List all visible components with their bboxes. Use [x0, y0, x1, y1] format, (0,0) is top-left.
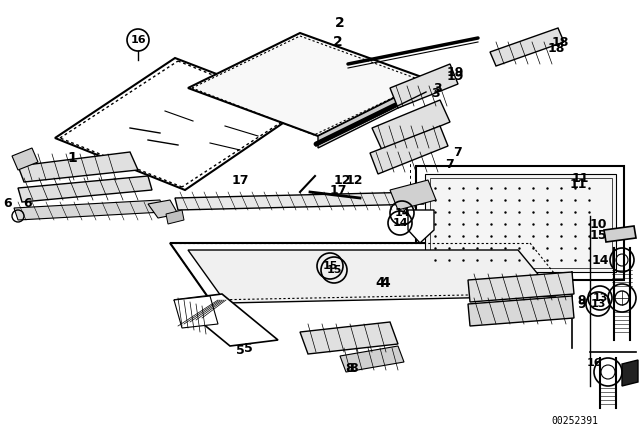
- Text: 13: 13: [592, 293, 608, 303]
- Text: 15: 15: [589, 228, 607, 241]
- Text: 6: 6: [4, 197, 12, 210]
- Text: 7: 7: [445, 158, 454, 171]
- Text: 5: 5: [244, 341, 252, 354]
- Polygon shape: [340, 346, 404, 372]
- Polygon shape: [390, 64, 458, 108]
- Text: 4: 4: [380, 276, 390, 290]
- Text: 17: 17: [231, 173, 249, 186]
- Polygon shape: [300, 322, 398, 354]
- Text: 16: 16: [586, 358, 602, 368]
- Text: 4: 4: [375, 276, 385, 290]
- Text: 17: 17: [329, 184, 347, 197]
- Text: 00252391: 00252391: [552, 416, 598, 426]
- Text: 7: 7: [454, 146, 462, 159]
- Text: 14: 14: [392, 218, 408, 228]
- Text: 10: 10: [589, 217, 607, 231]
- Polygon shape: [170, 243, 570, 300]
- Text: 6: 6: [24, 197, 32, 210]
- Text: 3: 3: [431, 86, 439, 99]
- Text: 12: 12: [345, 173, 363, 186]
- Polygon shape: [390, 180, 436, 210]
- Text: 3: 3: [434, 82, 442, 95]
- Polygon shape: [18, 152, 138, 182]
- Text: 18: 18: [547, 42, 564, 55]
- Polygon shape: [175, 192, 424, 210]
- Polygon shape: [622, 360, 638, 386]
- Polygon shape: [166, 210, 184, 224]
- Polygon shape: [604, 226, 636, 242]
- Text: 8: 8: [349, 362, 358, 375]
- Polygon shape: [12, 148, 38, 170]
- Text: 14: 14: [394, 208, 410, 218]
- Text: 19: 19: [446, 69, 464, 82]
- Polygon shape: [188, 250, 556, 303]
- Polygon shape: [188, 33, 430, 136]
- Polygon shape: [468, 272, 574, 302]
- Text: 18: 18: [551, 35, 569, 48]
- Text: 8: 8: [346, 362, 355, 375]
- Text: 19: 19: [446, 65, 464, 78]
- Polygon shape: [370, 126, 448, 174]
- Text: 1: 1: [67, 151, 77, 165]
- Polygon shape: [430, 178, 612, 268]
- Text: 5: 5: [236, 344, 244, 357]
- Text: 12: 12: [333, 173, 351, 186]
- Polygon shape: [372, 100, 450, 150]
- Polygon shape: [425, 174, 616, 272]
- Polygon shape: [408, 210, 434, 243]
- Text: 15: 15: [323, 261, 338, 271]
- Polygon shape: [468, 296, 574, 326]
- Polygon shape: [318, 80, 430, 148]
- Polygon shape: [490, 28, 564, 66]
- Polygon shape: [18, 176, 152, 202]
- Text: 2: 2: [335, 16, 345, 30]
- Text: 15: 15: [326, 265, 342, 275]
- Text: 9: 9: [578, 297, 586, 310]
- Text: 9: 9: [578, 293, 586, 306]
- Text: 11: 11: [572, 172, 589, 185]
- Polygon shape: [416, 166, 624, 280]
- Text: 16: 16: [130, 35, 146, 45]
- Text: 2: 2: [333, 35, 343, 49]
- Polygon shape: [174, 294, 278, 346]
- Text: 14: 14: [591, 254, 609, 267]
- Text: 13: 13: [590, 299, 605, 309]
- Polygon shape: [14, 200, 164, 220]
- Polygon shape: [148, 200, 178, 218]
- Polygon shape: [174, 296, 218, 328]
- Polygon shape: [55, 58, 305, 190]
- Text: 11: 11: [569, 177, 587, 190]
